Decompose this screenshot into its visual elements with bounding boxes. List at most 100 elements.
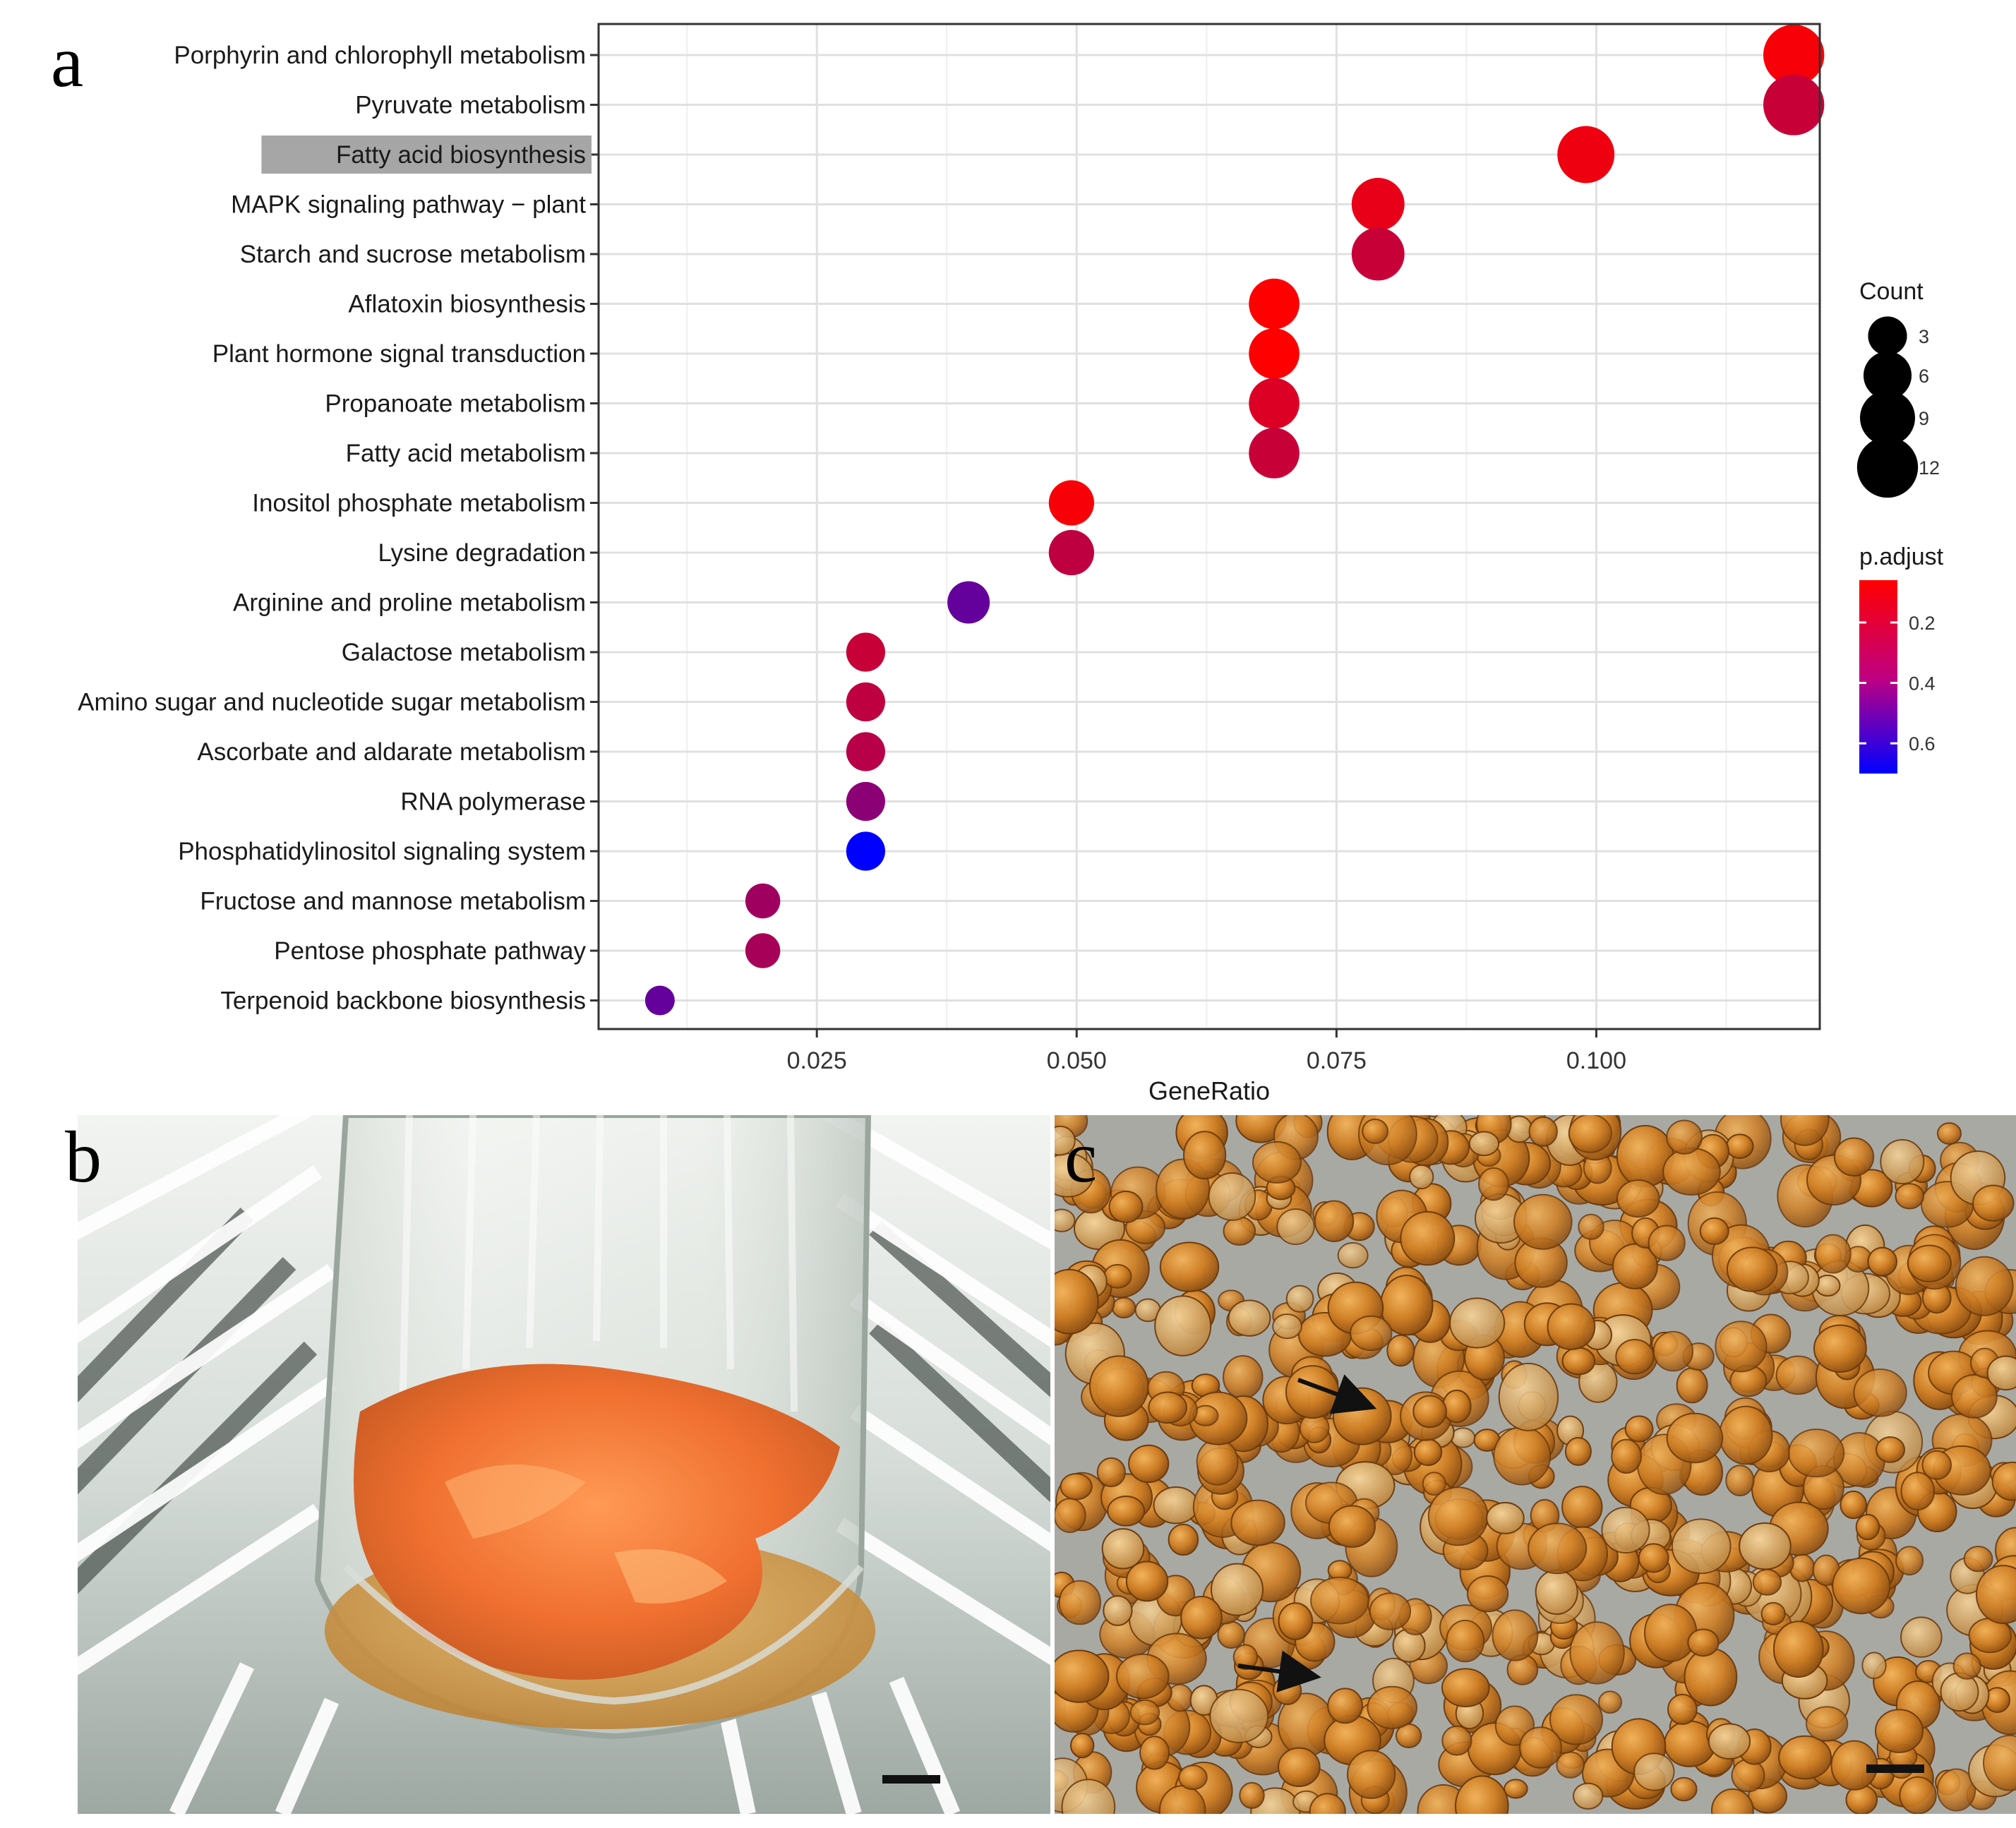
data-point bbox=[1249, 328, 1300, 379]
category-label: Porphyrin and chlorophyll metabolism bbox=[174, 42, 586, 69]
cell bbox=[1116, 1653, 1170, 1700]
cell bbox=[1446, 1619, 1485, 1663]
cell bbox=[1228, 1299, 1271, 1337]
x-tick-label: 0.075 bbox=[1307, 1047, 1367, 1074]
cell bbox=[1875, 1709, 1924, 1753]
cell bbox=[1983, 1734, 2016, 1791]
cell bbox=[1963, 1546, 1993, 1573]
cell bbox=[1103, 1263, 1132, 1289]
cell bbox=[1168, 1523, 1199, 1556]
cell bbox=[1310, 1576, 1369, 1625]
cell bbox=[1285, 1285, 1314, 1313]
cell bbox=[1853, 1369, 1907, 1417]
category-label: Ascorbate and aldarate metabolism bbox=[197, 738, 586, 766]
highlight-box bbox=[261, 136, 592, 174]
cell bbox=[1648, 1225, 1686, 1261]
cell bbox=[1633, 1752, 1675, 1791]
category-label: Fatty acid metabolism bbox=[346, 440, 586, 467]
cell bbox=[1493, 1426, 1552, 1486]
cell bbox=[1467, 1575, 1509, 1613]
cell bbox=[1153, 1486, 1199, 1525]
cell bbox=[1666, 1412, 1724, 1464]
cell bbox=[1441, 1668, 1490, 1708]
panel-b-flask-photo bbox=[78, 1115, 1050, 1814]
cell bbox=[1952, 1652, 1981, 1680]
cell bbox=[1504, 1779, 1528, 1799]
cell bbox=[1739, 1522, 1792, 1570]
cell bbox=[1972, 1184, 2015, 1222]
legend-colorbar-label: 0.4 bbox=[1909, 673, 1936, 694]
legend-size-dot bbox=[1860, 390, 1915, 445]
cell bbox=[1139, 1736, 1170, 1770]
cell bbox=[1772, 1620, 1824, 1678]
data-point bbox=[1557, 126, 1615, 184]
cell bbox=[1670, 1776, 1698, 1802]
cell bbox=[1549, 1694, 1603, 1745]
cell bbox=[1468, 1131, 1500, 1157]
cell bbox=[1921, 1450, 1952, 1480]
category-label: Pentose phosphate pathway bbox=[274, 937, 586, 965]
legend-size-dot bbox=[1856, 436, 1919, 498]
cell bbox=[1309, 1793, 1346, 1814]
cell bbox=[1569, 1621, 1625, 1685]
scale-bar-c bbox=[1866, 1764, 1924, 1773]
cell bbox=[1940, 1672, 1979, 1712]
cell bbox=[1528, 1116, 1558, 1147]
data-point bbox=[1763, 24, 1825, 86]
cell bbox=[1535, 1569, 1578, 1616]
cell bbox=[1178, 1764, 1208, 1791]
cell bbox=[1780, 1115, 1830, 1146]
cell bbox=[1788, 1429, 1845, 1478]
cell bbox=[1624, 1415, 1654, 1443]
cell bbox=[1154, 1295, 1212, 1357]
cell bbox=[1328, 1505, 1376, 1548]
cell bbox=[1556, 1751, 1585, 1779]
cell bbox=[1096, 1457, 1126, 1488]
go-enrichment-dot-plot: 0.025 0.050 0.075 0.100 Porphyrin and chloro… bbox=[78, 23, 1944, 1101]
cell bbox=[1667, 1693, 1698, 1725]
cell bbox=[1061, 1779, 1116, 1814]
cell bbox=[1880, 1138, 1925, 1185]
category-label: Lysine degradation bbox=[378, 539, 586, 567]
cell bbox=[1578, 1213, 1604, 1240]
cell bbox=[1413, 1438, 1443, 1467]
cell bbox=[1412, 1395, 1447, 1429]
category-label: Amino sugar and nucleotide sugar metabol… bbox=[78, 689, 586, 716]
category-label: Phosphatidylinositol signaling system bbox=[178, 838, 586, 865]
cell bbox=[1478, 1167, 1509, 1201]
cell bbox=[1895, 1183, 1924, 1210]
cell bbox=[1561, 1486, 1603, 1529]
cell bbox=[1223, 1355, 1264, 1400]
cell bbox=[1101, 1528, 1145, 1570]
cell bbox=[1711, 1788, 1754, 1814]
data-point bbox=[1351, 178, 1405, 231]
cell bbox=[1775, 1355, 1821, 1395]
cell bbox=[1991, 1461, 2016, 1501]
cell bbox=[1726, 1246, 1778, 1292]
legend-padjust-title: p.adjust bbox=[1859, 543, 1944, 570]
data-point bbox=[846, 831, 885, 871]
cell bbox=[1148, 1391, 1187, 1424]
legend-size-label: 6 bbox=[1919, 366, 1929, 387]
cell bbox=[1449, 1297, 1506, 1349]
category-label: Propanoate metabolism bbox=[325, 390, 586, 418]
cell bbox=[1088, 1355, 1149, 1417]
cell bbox=[1986, 1355, 2016, 1391]
data-point bbox=[745, 933, 781, 968]
cell bbox=[1789, 1553, 1816, 1582]
cell bbox=[1180, 1596, 1223, 1640]
micrograph-illustration bbox=[1055, 1115, 2016, 1814]
cell bbox=[1598, 1690, 1622, 1714]
cell bbox=[1183, 1131, 1227, 1180]
cell bbox=[1060, 1473, 1093, 1501]
cell bbox=[1327, 1688, 1364, 1724]
cell bbox=[1666, 1119, 1703, 1155]
cell bbox=[1273, 1676, 1302, 1705]
cell bbox=[1867, 1246, 1897, 1277]
cell bbox=[1159, 1241, 1220, 1292]
cell bbox=[1272, 1313, 1303, 1340]
cell bbox=[1815, 1234, 1852, 1274]
cell bbox=[1209, 1688, 1269, 1743]
data-point bbox=[644, 985, 675, 1016]
cell bbox=[1252, 1141, 1302, 1184]
